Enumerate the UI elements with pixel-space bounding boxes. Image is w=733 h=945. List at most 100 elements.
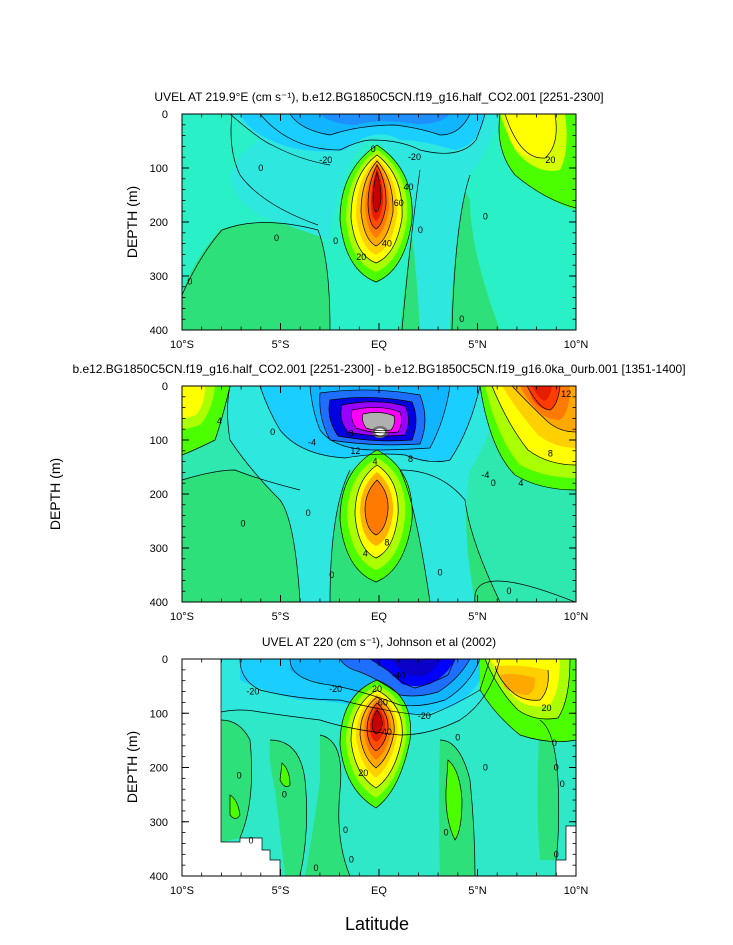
x-tick-label: 5°N [468, 611, 487, 623]
contour-label: 0 [258, 163, 263, 173]
panel-3-title: UVEL AT 220 (cm s⁻¹), Johnson et al (200… [262, 635, 496, 649]
contour-label: -40 [392, 670, 405, 680]
x-tick-label: 10°S [170, 339, 194, 351]
x-tick-label: 10°S [170, 611, 194, 623]
contour-label: 8 [408, 454, 413, 464]
contour-label: 20 [356, 252, 366, 262]
contour-label: 40 [382, 727, 392, 737]
panel-1-contour-lines [182, 114, 576, 330]
x-tick-label: 5°S [272, 611, 290, 623]
x-tick-label: 5°N [468, 885, 487, 897]
panel-3-ylabel: DEPTH (m) [124, 731, 140, 803]
contour-label: 0 [371, 144, 376, 154]
y-tick-label: 300 [150, 271, 168, 283]
y-tick-label: 0 [162, 654, 168, 666]
contour-label: -20 [418, 711, 431, 721]
panel-3: UVEL AT 220 (cm s⁻¹), Johnson et al (200… [124, 635, 588, 934]
panel-1-ylabel: DEPTH (m) [124, 186, 140, 258]
contour-label: 60 [378, 697, 388, 707]
contour-label: -4 [308, 438, 316, 448]
contour-label: 0 [248, 836, 253, 846]
contour-label: 0 [455, 733, 460, 743]
contour-label: 0 [349, 855, 354, 865]
contour-label: 0 [329, 570, 334, 580]
contour-label: -20 [319, 155, 332, 165]
contour-label: 0 [554, 763, 559, 773]
contour-label: 40 [382, 239, 392, 249]
contour-label: 8 [548, 449, 553, 459]
y-tick-label: 100 [150, 163, 168, 175]
contour-label: 0 [333, 236, 338, 246]
y-tick-label: 400 [150, 871, 168, 883]
y-tick-label: 0 [162, 381, 168, 393]
contour-label: 0 [313, 863, 318, 873]
panel-3-contour-lines [220, 659, 576, 876]
contour-label: 20 [358, 768, 368, 778]
panel-2-ylabel: DEPTH (m) [47, 458, 63, 530]
contour-label: 0 [270, 427, 275, 437]
panel-1-title: UVEL AT 219.9°E (cm s⁻¹), b.e12.BG1850C5… [154, 90, 603, 104]
panel-1-x-ticks: 10°S 5°S EQ 5°N 10°N [170, 114, 588, 351]
contour-label: -4 [481, 470, 489, 480]
contour-label: 0 [554, 849, 559, 859]
contour-label: 12 [350, 446, 360, 456]
contour-label: 4 [363, 548, 368, 558]
panel-3-x-ticks: 10°S 5°S EQ 5°N 10°N [170, 659, 588, 897]
x-tick-label: 10°N [564, 885, 589, 897]
contour-label: 0 [438, 567, 443, 577]
x-tick-label: 10°S [170, 885, 194, 897]
contour-label: 60 [394, 198, 404, 208]
contour-label: 20 [541, 703, 551, 713]
y-tick-label: 200 [150, 763, 168, 775]
x-axis-label: Latitude [345, 914, 409, 934]
contour-label: 12 [561, 389, 571, 399]
y-tick-label: 100 [150, 435, 168, 447]
x-tick-label: EQ [371, 885, 387, 897]
contour-label: 20 [545, 155, 555, 165]
contour-label: 8 [384, 538, 389, 548]
panel-2-x-ticks: 10°S 5°S EQ 5°N 10°N [170, 386, 588, 623]
contour-label: 0 [187, 276, 192, 286]
contour-label: 0 [237, 771, 242, 781]
y-tick-label: 0 [162, 109, 168, 121]
x-tick-label: 5°S [272, 339, 290, 351]
contour-label: 4 [217, 416, 222, 426]
y-tick-label: 300 [150, 817, 168, 829]
contour-label: -20 [408, 152, 421, 162]
contour-label: 0 [507, 586, 512, 596]
x-tick-label: 5°S [272, 885, 290, 897]
x-tick-label: EQ [371, 339, 387, 351]
panel-1-contour-fill [182, 114, 576, 330]
contour-label: 0 [343, 825, 348, 835]
contour-label: 0 [241, 519, 246, 529]
contour-label: 0 [443, 828, 448, 838]
panel-2-contour-fill [182, 386, 576, 602]
y-tick-label: 100 [150, 708, 168, 720]
contour-label: 40 [404, 182, 414, 192]
contour-label: 0 [418, 225, 423, 235]
contour-label: 0 [282, 790, 287, 800]
panel-2-y-ticks: 0 100 200 300 4 0 0 [150, 381, 576, 609]
contour-label: -8 [345, 429, 353, 439]
contour-label: 0 [274, 233, 279, 243]
contour-label: 4 [373, 457, 378, 467]
x-tick-label: 10°N [564, 339, 589, 351]
panel-2: b.e12.BG1850C5CN.f19_g16.half_CO2.001 [2… [47, 362, 686, 623]
panel-3-contour-fill [182, 659, 576, 876]
contour-label: -20 [246, 687, 259, 697]
contour-label: 0 [560, 779, 565, 789]
x-tick-label: EQ [371, 611, 387, 623]
contour-label: 4 [518, 478, 523, 488]
contour-label: 0 [552, 738, 557, 748]
y-tick-label: 300 [150, 543, 168, 555]
contour-label: 0 [483, 212, 488, 222]
y-tick-label: 200 [150, 217, 168, 229]
y-tick-label: 200 [150, 489, 168, 501]
x-tick-label: 10°N [564, 611, 589, 623]
y-tick-label: 400 [150, 325, 168, 337]
